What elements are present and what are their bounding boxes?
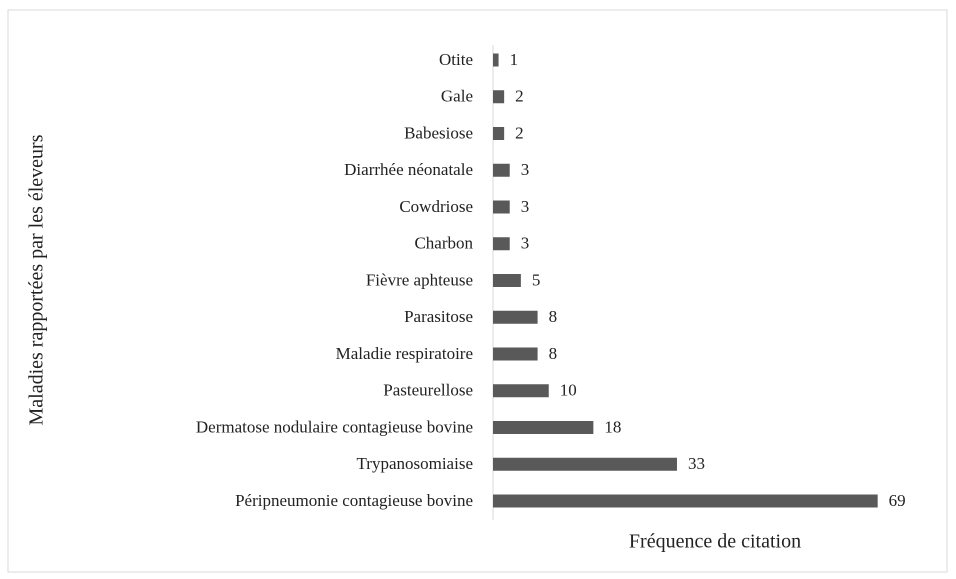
data-label: 3 — [521, 160, 530, 179]
y-tick-label: Gale — [441, 87, 473, 106]
y-tick-label: Parasitose — [404, 307, 473, 326]
bar — [493, 237, 510, 251]
x-axis-title: Fréquence de citation — [629, 531, 801, 553]
y-tick-label: Péripneumonie contagieuse bovine — [235, 491, 473, 510]
data-label: 18 — [604, 417, 621, 436]
data-label: 10 — [560, 381, 577, 400]
chart-frame — [7, 9, 948, 573]
y-tick-label: Charbon — [414, 234, 473, 253]
y-tick-label: Maladie respiratoire — [336, 344, 473, 363]
y-tick-label: Fièvre aphteuse — [366, 270, 473, 289]
data-label: 33 — [688, 454, 705, 473]
bar — [493, 457, 677, 471]
bar — [493, 163, 510, 177]
bar — [493, 53, 499, 67]
y-tick-label: Cowdriose — [399, 197, 473, 216]
y-tick-label: Trypanosomiaise — [357, 454, 474, 473]
data-label: 2 — [515, 87, 524, 106]
data-label: 5 — [532, 270, 541, 289]
data-label: 8 — [549, 344, 558, 363]
bar — [493, 274, 521, 287]
y-tick-label: Babesiose — [404, 123, 473, 142]
bar — [493, 310, 538, 324]
data-label: 1 — [510, 50, 519, 69]
y-tick-label: Pasteurellose — [383, 381, 473, 400]
data-label: 3 — [521, 197, 530, 216]
data-label: 2 — [515, 123, 524, 142]
bar — [493, 90, 505, 104]
bar — [493, 200, 510, 214]
data-label: 3 — [521, 234, 530, 253]
data-label: 8 — [549, 307, 558, 326]
bar — [493, 494, 878, 508]
bar — [493, 127, 505, 140]
bar — [493, 421, 594, 434]
y-tick-label: Dermatose nodulaire contagieuse bovine — [196, 417, 473, 436]
bar — [493, 347, 538, 361]
y-axis-title: Maladies rapportées par les éleveurs — [26, 134, 48, 425]
bar — [493, 384, 549, 398]
y-tick-label: Otite — [439, 50, 473, 69]
data-label: 69 — [889, 491, 906, 510]
y-tick-label: Diarrhée néonatale — [344, 160, 473, 179]
